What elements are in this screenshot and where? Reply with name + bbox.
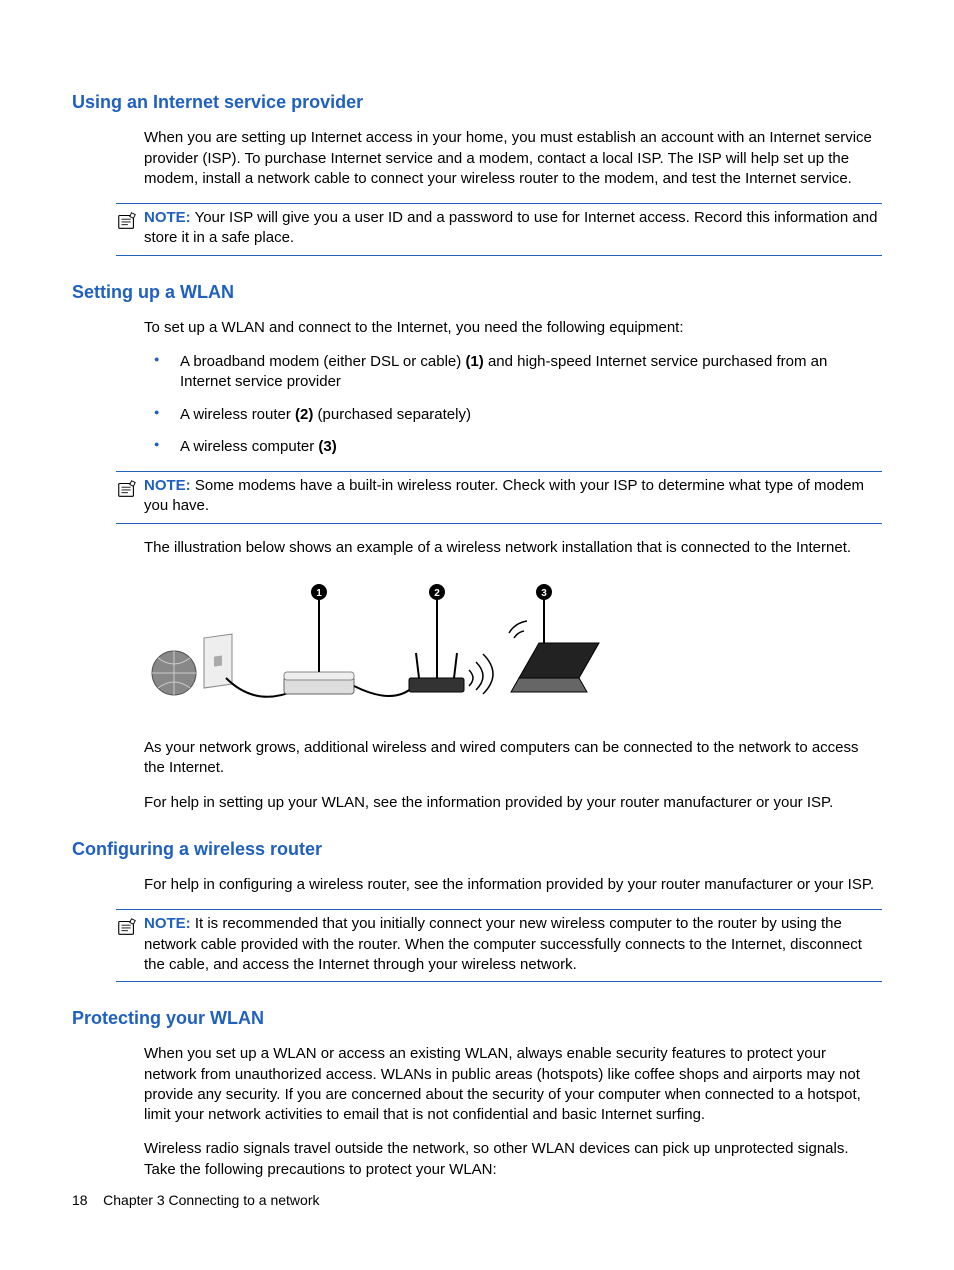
list-item: A wireless router (2) (purchased separat… — [144, 405, 882, 425]
note-body: It is recommended that you initially con… — [144, 915, 862, 973]
paragraph: For help in setting up your WLAN, see th… — [144, 793, 882, 813]
paragraph: The illustration below shows an example … — [144, 538, 882, 558]
svg-text:1: 1 — [316, 588, 322, 599]
note-box: NOTE: It is recommended that you initial… — [116, 909, 882, 982]
note-box: NOTE: Some modems have a built-in wirele… — [116, 471, 882, 524]
note-body: Your ISP will give you a user ID and a p… — [144, 209, 877, 246]
heading-protect-wlan: Protecting your WLAN — [72, 1006, 882, 1030]
list-item: A broadband modem (either DSL or cable) … — [144, 352, 882, 393]
network-diagram: 1 2 3 — [144, 578, 624, 718]
paragraph: To set up a WLAN and connect to the Inte… — [144, 318, 882, 338]
page-footer: 18 Chapter 3 Connecting to a network — [72, 1191, 320, 1210]
note-label: NOTE: — [144, 477, 191, 494]
note-box: NOTE: Your ISP will give you a user ID a… — [116, 203, 882, 256]
note-text: NOTE: Some modems have a built-in wirele… — [144, 476, 882, 517]
note-body: Some modems have a built-in wireless rou… — [144, 477, 864, 514]
page-number: 18 — [72, 1192, 88, 1208]
heading-isp: Using an Internet service provider — [72, 90, 882, 114]
svg-text:2: 2 — [434, 588, 440, 599]
paragraph: As your network grows, additional wirele… — [144, 738, 882, 779]
equipment-list: A broadband modem (either DSL or cable) … — [144, 352, 882, 457]
note-icon — [116, 916, 138, 938]
paragraph: Wireless radio signals travel outside th… — [144, 1139, 882, 1180]
heading-wlan-setup: Setting up a WLAN — [72, 280, 882, 304]
note-text: NOTE: Your ISP will give you a user ID a… — [144, 208, 882, 249]
paragraph: When you are setting up Internet access … — [144, 128, 882, 189]
note-label: NOTE: — [144, 209, 191, 226]
chapter-title: Chapter 3 Connecting to a network — [103, 1192, 319, 1208]
list-item: A wireless computer (3) — [144, 437, 882, 457]
paragraph: When you set up a WLAN or access an exis… — [144, 1044, 882, 1125]
note-label: NOTE: — [144, 915, 191, 932]
svg-text:3: 3 — [541, 588, 547, 599]
paragraph: For help in configuring a wireless route… — [144, 875, 882, 895]
note-icon — [116, 478, 138, 500]
note-text: NOTE: It is recommended that you initial… — [144, 914, 882, 975]
heading-router-config: Configuring a wireless router — [72, 837, 882, 861]
note-icon — [116, 210, 138, 232]
